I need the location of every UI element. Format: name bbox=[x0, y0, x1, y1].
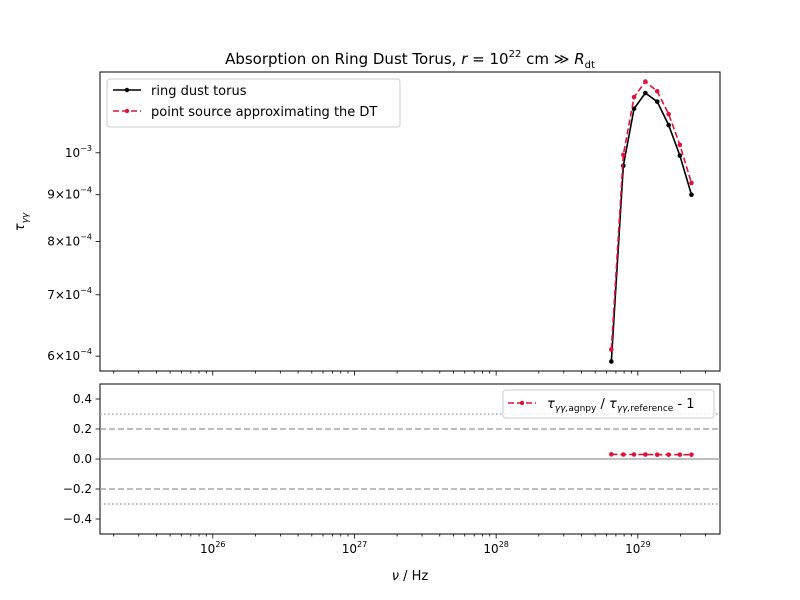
x-tick-label: 1027 bbox=[342, 540, 367, 556]
data-point bbox=[677, 452, 683, 457]
data-point bbox=[643, 79, 648, 84]
data-point bbox=[643, 452, 648, 457]
y-tick-label: −0.2 bbox=[63, 482, 92, 496]
data-point bbox=[654, 452, 660, 457]
data-point bbox=[643, 90, 648, 96]
x-tick-label: 1026 bbox=[200, 540, 225, 556]
data-point bbox=[666, 452, 671, 457]
data-point bbox=[621, 152, 626, 158]
x-axis-label: ν / Hz bbox=[392, 569, 429, 584]
y-tick-label: 9×10−4 bbox=[47, 186, 92, 202]
data-point bbox=[689, 192, 694, 198]
x-tick-label: 1028 bbox=[483, 540, 508, 556]
data-point bbox=[666, 111, 671, 117]
y-tick-label: 0.2 bbox=[73, 422, 92, 436]
y-tick-label: 0.0 bbox=[73, 452, 92, 466]
y-tick-label: −0.4 bbox=[63, 512, 92, 526]
chart-title: Absorption on Ring Dust Torus, r = 1022 … bbox=[225, 49, 595, 71]
y-axis-label: τγγ bbox=[13, 212, 31, 231]
bottom-legend: τγγ,agnpy / τγγ,reference - 1 bbox=[502, 389, 715, 419]
y-tick-label: 6×10−4 bbox=[47, 347, 92, 363]
legend-label-point-source: point source approximating the DT bbox=[151, 105, 377, 120]
data-point bbox=[666, 122, 671, 128]
legend-label-ring-dust-torus: ring dust torus bbox=[151, 84, 247, 99]
data-point bbox=[689, 452, 694, 457]
data-point bbox=[677, 153, 683, 158]
y-tick-label: 8×10−4 bbox=[47, 233, 92, 249]
data-point bbox=[689, 180, 694, 186]
top-series-layer bbox=[609, 79, 694, 364]
data-point bbox=[654, 99, 660, 104]
y-tick-label: 0.4 bbox=[73, 392, 92, 406]
legend-label-ratio: τγγ,agnpy / τγγ,reference - 1 bbox=[547, 397, 695, 414]
data-point bbox=[609, 347, 614, 352]
data-point bbox=[631, 94, 637, 100]
data-point bbox=[609, 359, 614, 364]
series-top-1 bbox=[609, 79, 694, 352]
series-line bbox=[610, 80, 693, 350]
data-point bbox=[631, 452, 637, 457]
bottom-series-layer bbox=[609, 452, 694, 457]
data-point bbox=[621, 452, 626, 457]
y-tick-label: 7×10−4 bbox=[47, 286, 92, 302]
top-axis-ticks: 10−3 9×10−4 8×10−4 7×10−4 6×10−4 bbox=[47, 144, 706, 376]
top-legend: ring dust torus point source approximati… bbox=[106, 78, 401, 128]
top-plot-area bbox=[99, 71, 721, 372]
bottom-axis-ticks: 1026 1027 1028 1029 0.4 0.2 0.0 −0.2 −0.4 bbox=[63, 392, 706, 556]
x-tick-label: 1029 bbox=[625, 540, 650, 556]
data-point bbox=[609, 452, 614, 457]
series-bottom-0 bbox=[609, 452, 694, 457]
data-point bbox=[677, 142, 683, 148]
y-tick-label: 10−3 bbox=[65, 144, 92, 160]
data-point bbox=[654, 89, 660, 94]
